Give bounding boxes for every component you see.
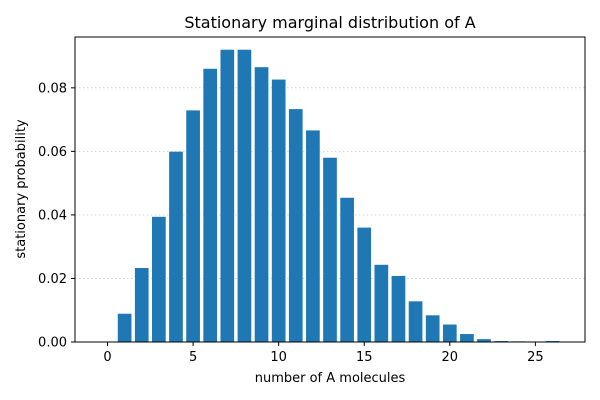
x-tick-label: 10	[270, 350, 287, 365]
bar-8	[237, 49, 252, 342]
x-tick-label: 15	[356, 350, 373, 365]
y-ticks: 0.00 0.02 0.04 0.06 0.08	[38, 81, 75, 351]
bar-21	[460, 334, 474, 342]
y-tick-label: 0.00	[38, 336, 67, 351]
bar-4	[169, 151, 183, 342]
bar-14	[340, 197, 354, 342]
x-tick-label: 0	[103, 350, 111, 365]
y-tick-label: 0.06	[38, 145, 67, 160]
bar-1	[117, 313, 132, 342]
bar-16	[374, 264, 389, 342]
bar-18	[408, 301, 423, 342]
bars	[117, 49, 560, 343]
x-tick-label: 20	[442, 350, 459, 365]
bar-6	[203, 68, 218, 342]
bar-10	[271, 79, 286, 343]
bar-2	[134, 267, 149, 342]
x-tick-label: 5	[189, 350, 197, 365]
y-tick-label: 0.02	[38, 272, 67, 287]
bar-22	[477, 339, 491, 342]
y-tick-label: 0.04	[38, 208, 67, 223]
bar-20	[442, 324, 457, 342]
x-tick-label: 25	[527, 350, 544, 365]
bar-13	[323, 157, 337, 342]
bar-3	[152, 216, 166, 342]
x-ticks: 0 5 10 15 20 25	[103, 342, 544, 365]
bar-15	[357, 227, 372, 342]
x-axis-label: number of A molecules	[255, 371, 406, 386]
bar-19	[425, 315, 440, 342]
bar-7	[220, 49, 235, 342]
bar-5	[186, 110, 200, 342]
plot-frame	[74, 36, 586, 343]
chart-title: Stationary marginal distribution of A	[184, 13, 475, 32]
bar-11	[288, 109, 303, 343]
y-axis-label: stationary probability	[14, 119, 29, 259]
bar-9	[254, 67, 269, 343]
bar-12	[306, 130, 320, 342]
bar-17	[391, 275, 406, 342]
y-tick-label: 0.08	[38, 81, 67, 96]
